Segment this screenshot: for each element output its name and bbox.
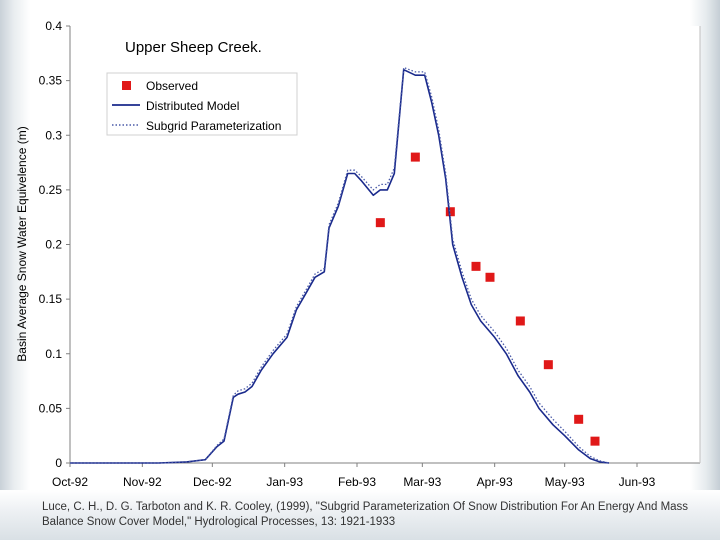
x-tick-label: Nov-92 xyxy=(123,475,162,489)
legend-label: Observed xyxy=(146,79,198,93)
observed-point xyxy=(485,272,495,282)
legend-label: Distributed Model xyxy=(146,99,239,113)
observed-point xyxy=(574,414,584,424)
x-tick-label: Dec-92 xyxy=(193,475,232,489)
y-tick-label: 0 xyxy=(55,456,62,470)
observed-point xyxy=(471,261,481,271)
legend-box xyxy=(106,72,298,136)
x-tick-label: Apr-93 xyxy=(477,475,513,489)
legend-observed-swatch xyxy=(122,81,131,90)
legend: Observed Distributed Model Subgrid Paramet… xyxy=(106,72,298,136)
tick-labels: 0 0.05 0.1 0.15 0.2 0.25 0.3 0.35 0.4 Oct-92 Nov-9… xyxy=(39,19,656,489)
x-tick-label: Feb-93 xyxy=(338,475,376,489)
observed-point xyxy=(410,152,420,162)
y-tick-label: 0.2 xyxy=(45,238,62,252)
observed-point xyxy=(375,218,385,228)
citation: Luce, C. H., D. G. Tarboton and K. R. Co… xyxy=(42,501,689,528)
y-tick-label: 0.15 xyxy=(39,292,63,306)
observed-point xyxy=(590,436,600,446)
y-tick-label: 0.25 xyxy=(39,183,63,197)
slide-bottom-band xyxy=(0,490,720,540)
y-tick-label: 0.05 xyxy=(39,401,63,415)
chart-title: Upper Sheep Creek. xyxy=(125,39,262,56)
series-layer xyxy=(70,66,610,464)
x-tick-label: Jun-93 xyxy=(619,475,656,489)
y-tick-label: 0.35 xyxy=(39,74,63,88)
y-tick-label: 0.1 xyxy=(45,347,62,361)
y-tick-label: 0.3 xyxy=(45,128,62,142)
observed-point xyxy=(445,207,455,217)
x-tick-label: Oct-92 xyxy=(52,475,88,489)
x-tick-label: May-93 xyxy=(545,475,585,489)
x-tick-label: Jan-93 xyxy=(266,475,303,489)
observed-point xyxy=(515,316,525,326)
y-axis-label: Basin Average Snow Water Equivelence (m) xyxy=(15,126,29,361)
y-tick-label: 0.4 xyxy=(45,19,62,33)
x-tick-label: Mar-93 xyxy=(403,475,441,489)
observed-point xyxy=(543,360,553,370)
distributed-series-line xyxy=(70,68,610,464)
legend-label: Subgrid Parameterization xyxy=(146,119,281,133)
